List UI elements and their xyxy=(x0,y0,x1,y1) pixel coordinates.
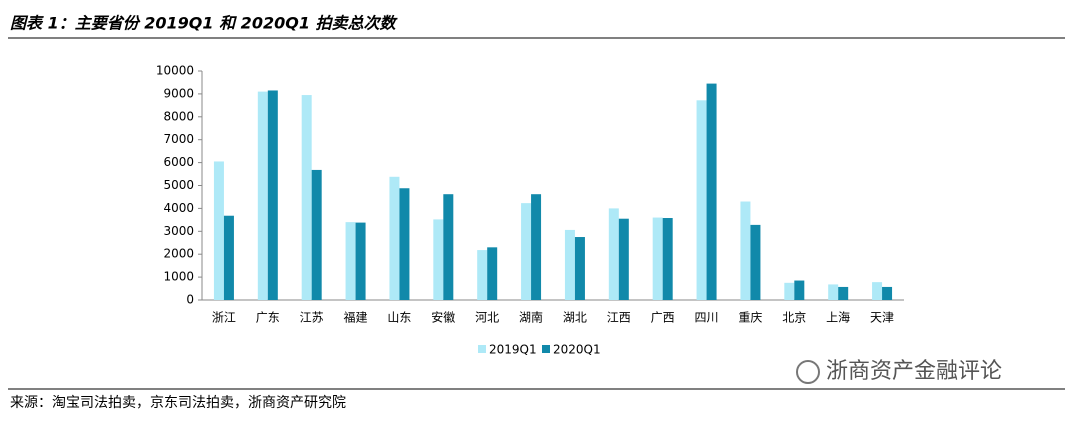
bar xyxy=(531,194,542,300)
legend-label: 2019Q1 xyxy=(489,343,537,357)
bar xyxy=(477,250,488,300)
bar xyxy=(487,247,498,300)
y-tick-label: 8000 xyxy=(163,109,194,123)
bar xyxy=(706,83,717,300)
bar xyxy=(399,188,410,300)
x-tick-label: 福建 xyxy=(344,310,368,325)
bar xyxy=(608,208,619,300)
bar xyxy=(521,203,532,300)
bar xyxy=(267,90,278,300)
bar xyxy=(433,219,444,300)
x-tick-label: 广西 xyxy=(651,311,675,325)
bar xyxy=(696,100,707,300)
x-tick-label: 浙江 xyxy=(212,311,236,325)
bar xyxy=(740,201,751,300)
legend-label: 2020Q1 xyxy=(553,343,601,357)
y-tick-label: 10000 xyxy=(156,64,194,78)
bar xyxy=(311,169,322,300)
bar xyxy=(828,284,839,300)
bar xyxy=(750,224,761,300)
bar xyxy=(564,229,575,300)
x-tick-label: 湖北 xyxy=(563,310,587,325)
watermark-icon xyxy=(796,360,820,384)
y-tick-label: 1000 xyxy=(163,270,194,284)
x-tick-label: 重庆 xyxy=(738,311,762,325)
y-tick-label: 4000 xyxy=(163,201,194,215)
x-tick-label: 北京 xyxy=(782,311,806,325)
bar xyxy=(257,91,268,300)
y-tick-label: 6000 xyxy=(163,155,194,169)
y-tick-label: 3000 xyxy=(163,224,194,238)
bar xyxy=(872,282,883,300)
y-tick-label: 2000 xyxy=(163,247,194,261)
x-tick-label: 江苏 xyxy=(300,311,324,325)
bar xyxy=(882,286,893,300)
y-tick-label: 5000 xyxy=(163,178,194,192)
x-tick-label: 河北 xyxy=(475,311,499,325)
bar xyxy=(389,176,400,300)
y-tick-label: 7000 xyxy=(163,132,194,146)
bar xyxy=(223,215,234,300)
bar xyxy=(355,222,366,300)
legend-swatch xyxy=(542,345,550,353)
bar xyxy=(213,161,224,300)
y-tick-label: 0 xyxy=(186,293,194,307)
bar xyxy=(662,218,673,300)
x-tick-label: 四川 xyxy=(695,311,719,325)
x-tick-label: 上海 xyxy=(826,310,850,325)
x-tick-label: 安徽 xyxy=(431,310,455,325)
bar xyxy=(345,222,356,300)
bar xyxy=(443,194,454,300)
watermark: 浙商资产金融评论 xyxy=(826,359,1002,384)
y-tick-label: 9000 xyxy=(163,86,194,100)
bar xyxy=(301,95,312,300)
bar xyxy=(652,217,663,300)
chart-title: 图表 1：主要省份 2019Q1 和 2020Q1 拍卖总次数 xyxy=(10,14,399,33)
x-tick-label: 江西 xyxy=(607,311,631,325)
x-tick-label: 湖南 xyxy=(519,310,543,325)
bar xyxy=(574,237,585,300)
bar xyxy=(618,218,629,300)
x-tick-label: 广东 xyxy=(256,311,280,325)
x-tick-label: 山东 xyxy=(387,311,411,325)
bar xyxy=(784,282,795,300)
x-tick-label: 天津 xyxy=(870,311,894,325)
bar xyxy=(794,280,805,300)
source-note: 来源：淘宝司法拍卖，京东司法拍卖，浙商资产研究院 xyxy=(10,395,346,411)
bar xyxy=(838,286,849,300)
legend-swatch xyxy=(478,345,486,353)
